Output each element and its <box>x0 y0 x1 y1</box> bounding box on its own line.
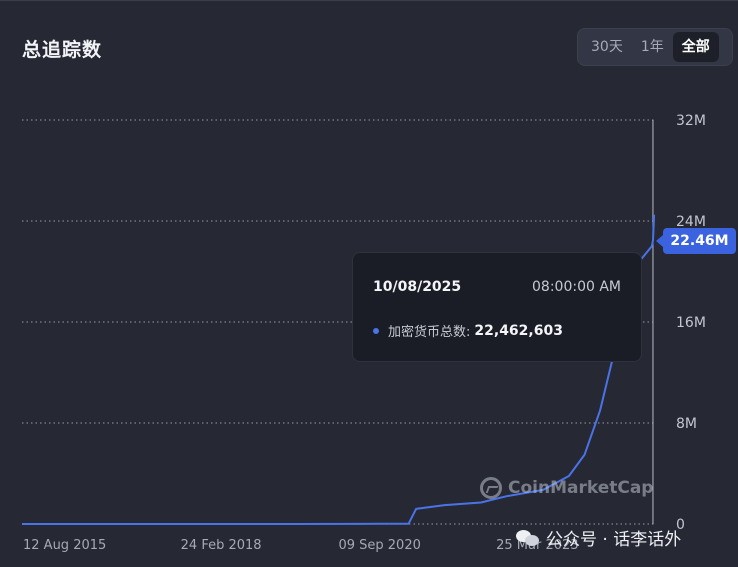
tooltip-value: 22,462,603 <box>474 322 563 339</box>
coinmarketcap-watermark: CoinMarketCap <box>480 477 653 499</box>
watermark-text: CoinMarketCap <box>508 478 654 498</box>
coinmarketcap-logo-icon <box>480 477 502 499</box>
wechat-overlay-text: 公众号 · 话李话外 <box>546 530 682 550</box>
range-button-1y[interactable]: 1年 <box>640 39 664 55</box>
x-tick-label: 24 Feb 2018 <box>181 538 262 553</box>
tooltip-time: 08:00:00 AM <box>532 279 621 295</box>
y-tick-label: 0 <box>676 517 685 533</box>
range-button-all[interactable]: 全部 <box>672 32 719 62</box>
chart-title: 总追踪数 <box>22 39 103 61</box>
y-tick-label: 24M <box>676 214 706 230</box>
current-value-tag: 22.46M <box>656 228 736 254</box>
tooltip-series-label: 加密货币总数: <box>388 325 471 340</box>
y-tick-label: 16M <box>676 315 706 331</box>
y-tick-label: 8M <box>676 416 697 432</box>
series-dot-icon <box>373 327 379 334</box>
x-tick-label: 09 Sep 2020 <box>338 538 420 553</box>
x-tick-label: 25 Mar 2023 <box>496 538 578 553</box>
tooltip-series-row: 加密货币总数: 22,462,603 <box>373 321 563 340</box>
tooltip-date: 10/08/2025 <box>373 279 462 295</box>
wechat-overlay: 公众号 · 话李话外 <box>516 525 681 550</box>
y-tick-label: 32M <box>676 113 706 129</box>
time-range-selector: 30天 1年 全部 <box>577 28 733 66</box>
range-button-30d[interactable]: 30天 <box>591 39 623 55</box>
chart-tooltip: 10/08/2025 08:00:00 AM 加密货币总数: 22,462,60… <box>352 252 642 362</box>
wechat-icon <box>516 528 540 548</box>
x-tick-label: 12 Aug 2015 <box>23 538 106 553</box>
